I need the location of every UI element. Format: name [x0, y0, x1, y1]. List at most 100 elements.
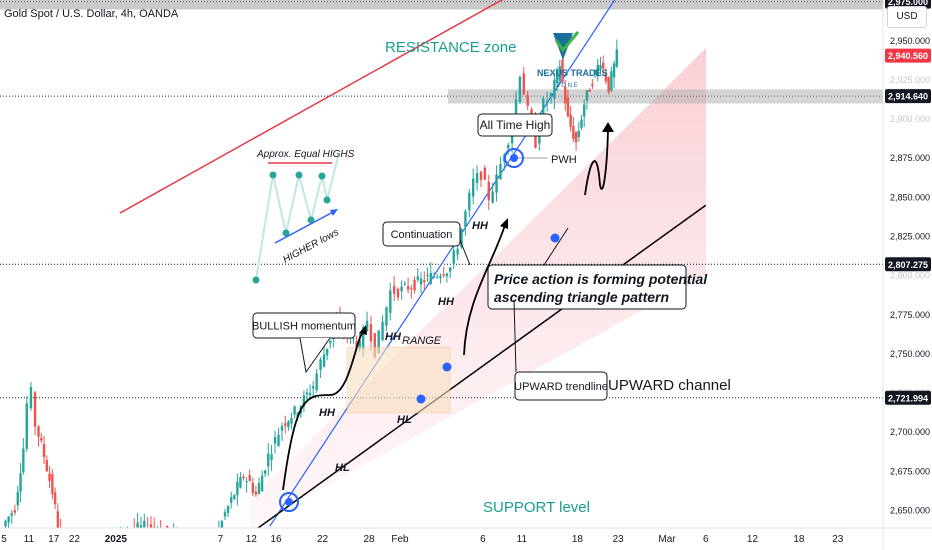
candle-body — [419, 278, 423, 285]
candle-body — [588, 89, 591, 92]
candle-body — [223, 512, 227, 517]
candle-body — [260, 475, 264, 492]
candle-body — [254, 491, 258, 495]
candle-body — [369, 324, 373, 342]
candle-body — [315, 373, 318, 391]
candle-body — [549, 93, 553, 96]
candle-body — [220, 521, 224, 534]
upward-channel-support — [238, 204, 707, 543]
swing-point — [269, 171, 277, 179]
y-tick-label: 2,900.000 — [890, 114, 930, 124]
y-tick-label: 2,925.000 — [890, 75, 930, 85]
range-label: RANGE — [402, 335, 442, 347]
logo-subtitle: Z O N E — [556, 83, 578, 89]
continuation-pointer — [459, 239, 471, 266]
candle-body — [574, 132, 578, 143]
upward-trendline-label: UPWARD trendline — [514, 381, 608, 393]
candle-body — [468, 192, 471, 211]
candle-body — [19, 473, 22, 492]
candle-body — [607, 76, 610, 93]
trendline-touch — [416, 394, 426, 404]
y-tick-label: 2,825.000 — [890, 232, 930, 242]
swing-low-marker — [279, 492, 299, 512]
candle-body — [381, 321, 384, 341]
all-time-high-label: All Time High — [480, 118, 551, 132]
candle-body — [403, 283, 407, 285]
candle-body — [42, 443, 46, 457]
pattern-line1: Price action is forming potential — [494, 271, 708, 287]
swing-point — [252, 276, 260, 284]
x-tick-label: Mar — [658, 534, 676, 545]
continuation-label-box — [382, 221, 461, 247]
candle-body — [615, 49, 618, 67]
x-tick-label: Feb — [391, 534, 409, 545]
logo-check-icon — [554, 31, 580, 53]
support-level-label: SUPPORT level — [483, 499, 590, 516]
hl-label: HL — [397, 414, 412, 426]
x-tick-label: 2025 — [105, 534, 128, 545]
candle-body — [352, 338, 355, 340]
candle-body — [566, 97, 570, 117]
candle-body — [507, 144, 510, 149]
x-tick-label: 23 — [613, 534, 625, 545]
candle-body — [545, 100, 549, 104]
price-badge-label: 2,807.275 — [888, 260, 928, 270]
swing-point — [323, 196, 331, 204]
logo-shield-icon — [553, 33, 573, 60]
candle-body — [284, 423, 287, 426]
x-tick-label: 12 — [747, 534, 759, 545]
candle-body — [287, 421, 290, 428]
resistance-zone — [0, 0, 883, 10]
candle-body — [149, 524, 153, 529]
candle-body — [13, 510, 17, 513]
candle-body — [429, 273, 432, 284]
candle-body — [456, 248, 459, 255]
candle-body — [593, 69, 597, 75]
candle-body — [553, 79, 556, 99]
candle-body — [483, 167, 487, 180]
candle-body — [226, 506, 230, 513]
candle-body — [10, 513, 13, 516]
x-tick-label: 16 — [270, 534, 282, 545]
trendline-touch — [442, 362, 452, 372]
swing-point — [307, 216, 315, 224]
x-tick-label: 6 — [480, 534, 486, 545]
candle-body — [136, 522, 139, 530]
pattern-line2: ascending triangle pattern — [494, 289, 669, 305]
candle-body — [365, 320, 369, 332]
candle-body — [487, 182, 490, 201]
candle-body — [572, 126, 575, 139]
candle-body — [329, 340, 332, 344]
candle-body — [325, 348, 329, 356]
higher-lows-arrowhead-icon — [330, 209, 338, 216]
x-tick-label: 11 — [24, 534, 35, 545]
pattern-pointer — [543, 227, 569, 266]
candle-body — [308, 393, 312, 396]
price-badge — [885, 48, 931, 63]
candle-body — [460, 228, 463, 248]
candle-body — [400, 286, 403, 292]
y-tick-label: 2,750.000 — [890, 349, 930, 359]
candle-body — [604, 72, 608, 82]
candle-body — [280, 426, 284, 431]
ath-marker — [504, 148, 524, 168]
candle-body — [248, 475, 251, 481]
candle-body — [392, 285, 396, 294]
candle-body — [293, 406, 296, 415]
logo-title: NEXUS TRADES — [537, 68, 608, 78]
candle-body — [561, 59, 564, 82]
candle-body — [48, 473, 51, 481]
ath-dot — [510, 154, 518, 162]
x-tick-label: 28 — [363, 534, 375, 545]
bullish-projection-path — [282, 329, 365, 491]
bullish-momentum-label: BULLISH momentum — [252, 321, 356, 333]
x-tick-label: 23 — [832, 534, 844, 545]
candle-body — [290, 418, 293, 424]
hh-label: HH — [319, 407, 336, 419]
trendline-touch — [550, 233, 560, 243]
candle-body — [37, 426, 40, 437]
pwh-label: PWH — [551, 154, 577, 166]
currency-selector[interactable]: USD — [887, 6, 927, 28]
candle-body — [479, 171, 483, 181]
